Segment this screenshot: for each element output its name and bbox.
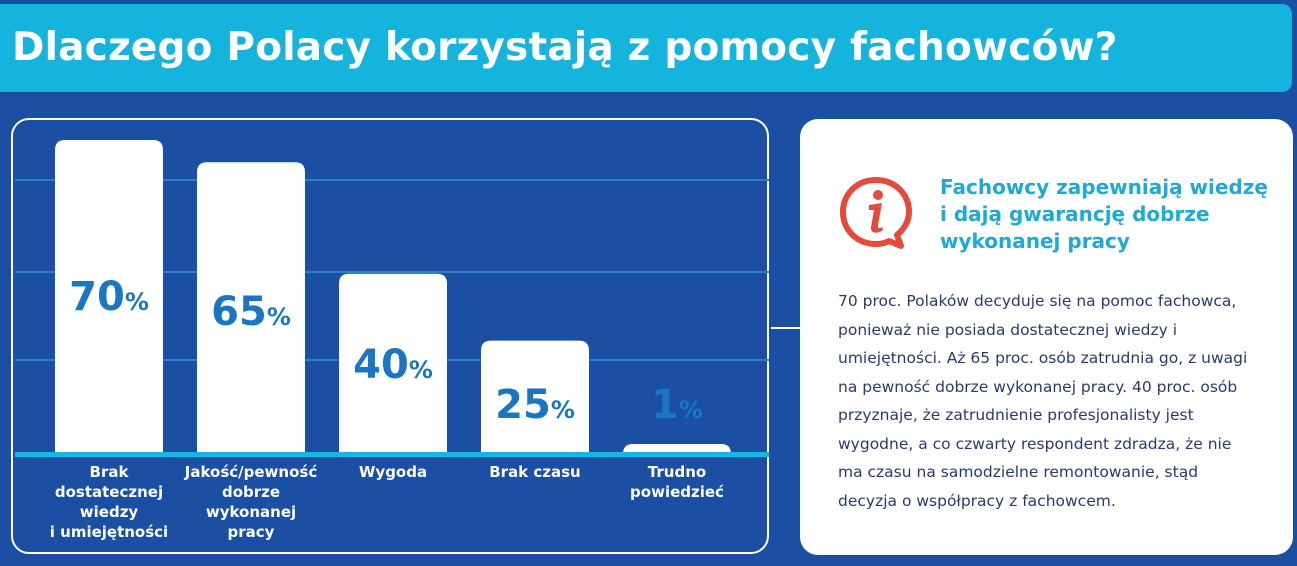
bar <box>197 162 305 452</box>
bar <box>481 340 589 452</box>
bar-value-label: 70% <box>69 274 149 320</box>
bar-chart: 70% Brak dostatecznej wiedzy i umiejętności 6… <box>15 140 769 541</box>
category-label: Wygoda <box>359 463 427 481</box>
category-label: Brak dostatecznej wiedzy i umiejętności <box>50 463 168 541</box>
bar-value-label: 40% <box>353 342 433 388</box>
chart-baseline <box>15 452 769 457</box>
bar-value-label: 1% <box>651 382 703 428</box>
connector-line <box>771 327 801 329</box>
info-card-body: 70 proc. Polaków decyduje się na pomoc f… <box>838 292 1248 510</box>
chart-panel: 70% Brak dostatecznej wiedzy i umiejętności 6… <box>11 118 769 554</box>
bar-value-label: 25% <box>495 382 575 428</box>
title-banner: Dlaczego Polacy korzystają z pomocy fach… <box>0 4 1292 92</box>
bar <box>55 140 163 452</box>
info-speech-bubble-icon <box>840 177 912 249</box>
info-card: Fachowcy zapewniają wiedzę i dają gwaran… <box>800 119 1293 555</box>
bar-value-label: 65% <box>211 289 291 335</box>
bar <box>623 444 731 454</box>
page-title: Dlaczego Polacy korzystają z pomocy fach… <box>12 25 1118 70</box>
category-label: Brak czasu <box>489 463 581 481</box>
category-label: Trudno powiedzieć <box>630 463 724 501</box>
category-label: Jakość/pewność dobrze wykonanej pracy <box>184 463 318 541</box>
bar <box>339 273 447 452</box>
info-card-title: Fachowcy zapewniają wiedzę i dają gwaran… <box>940 175 1268 253</box>
